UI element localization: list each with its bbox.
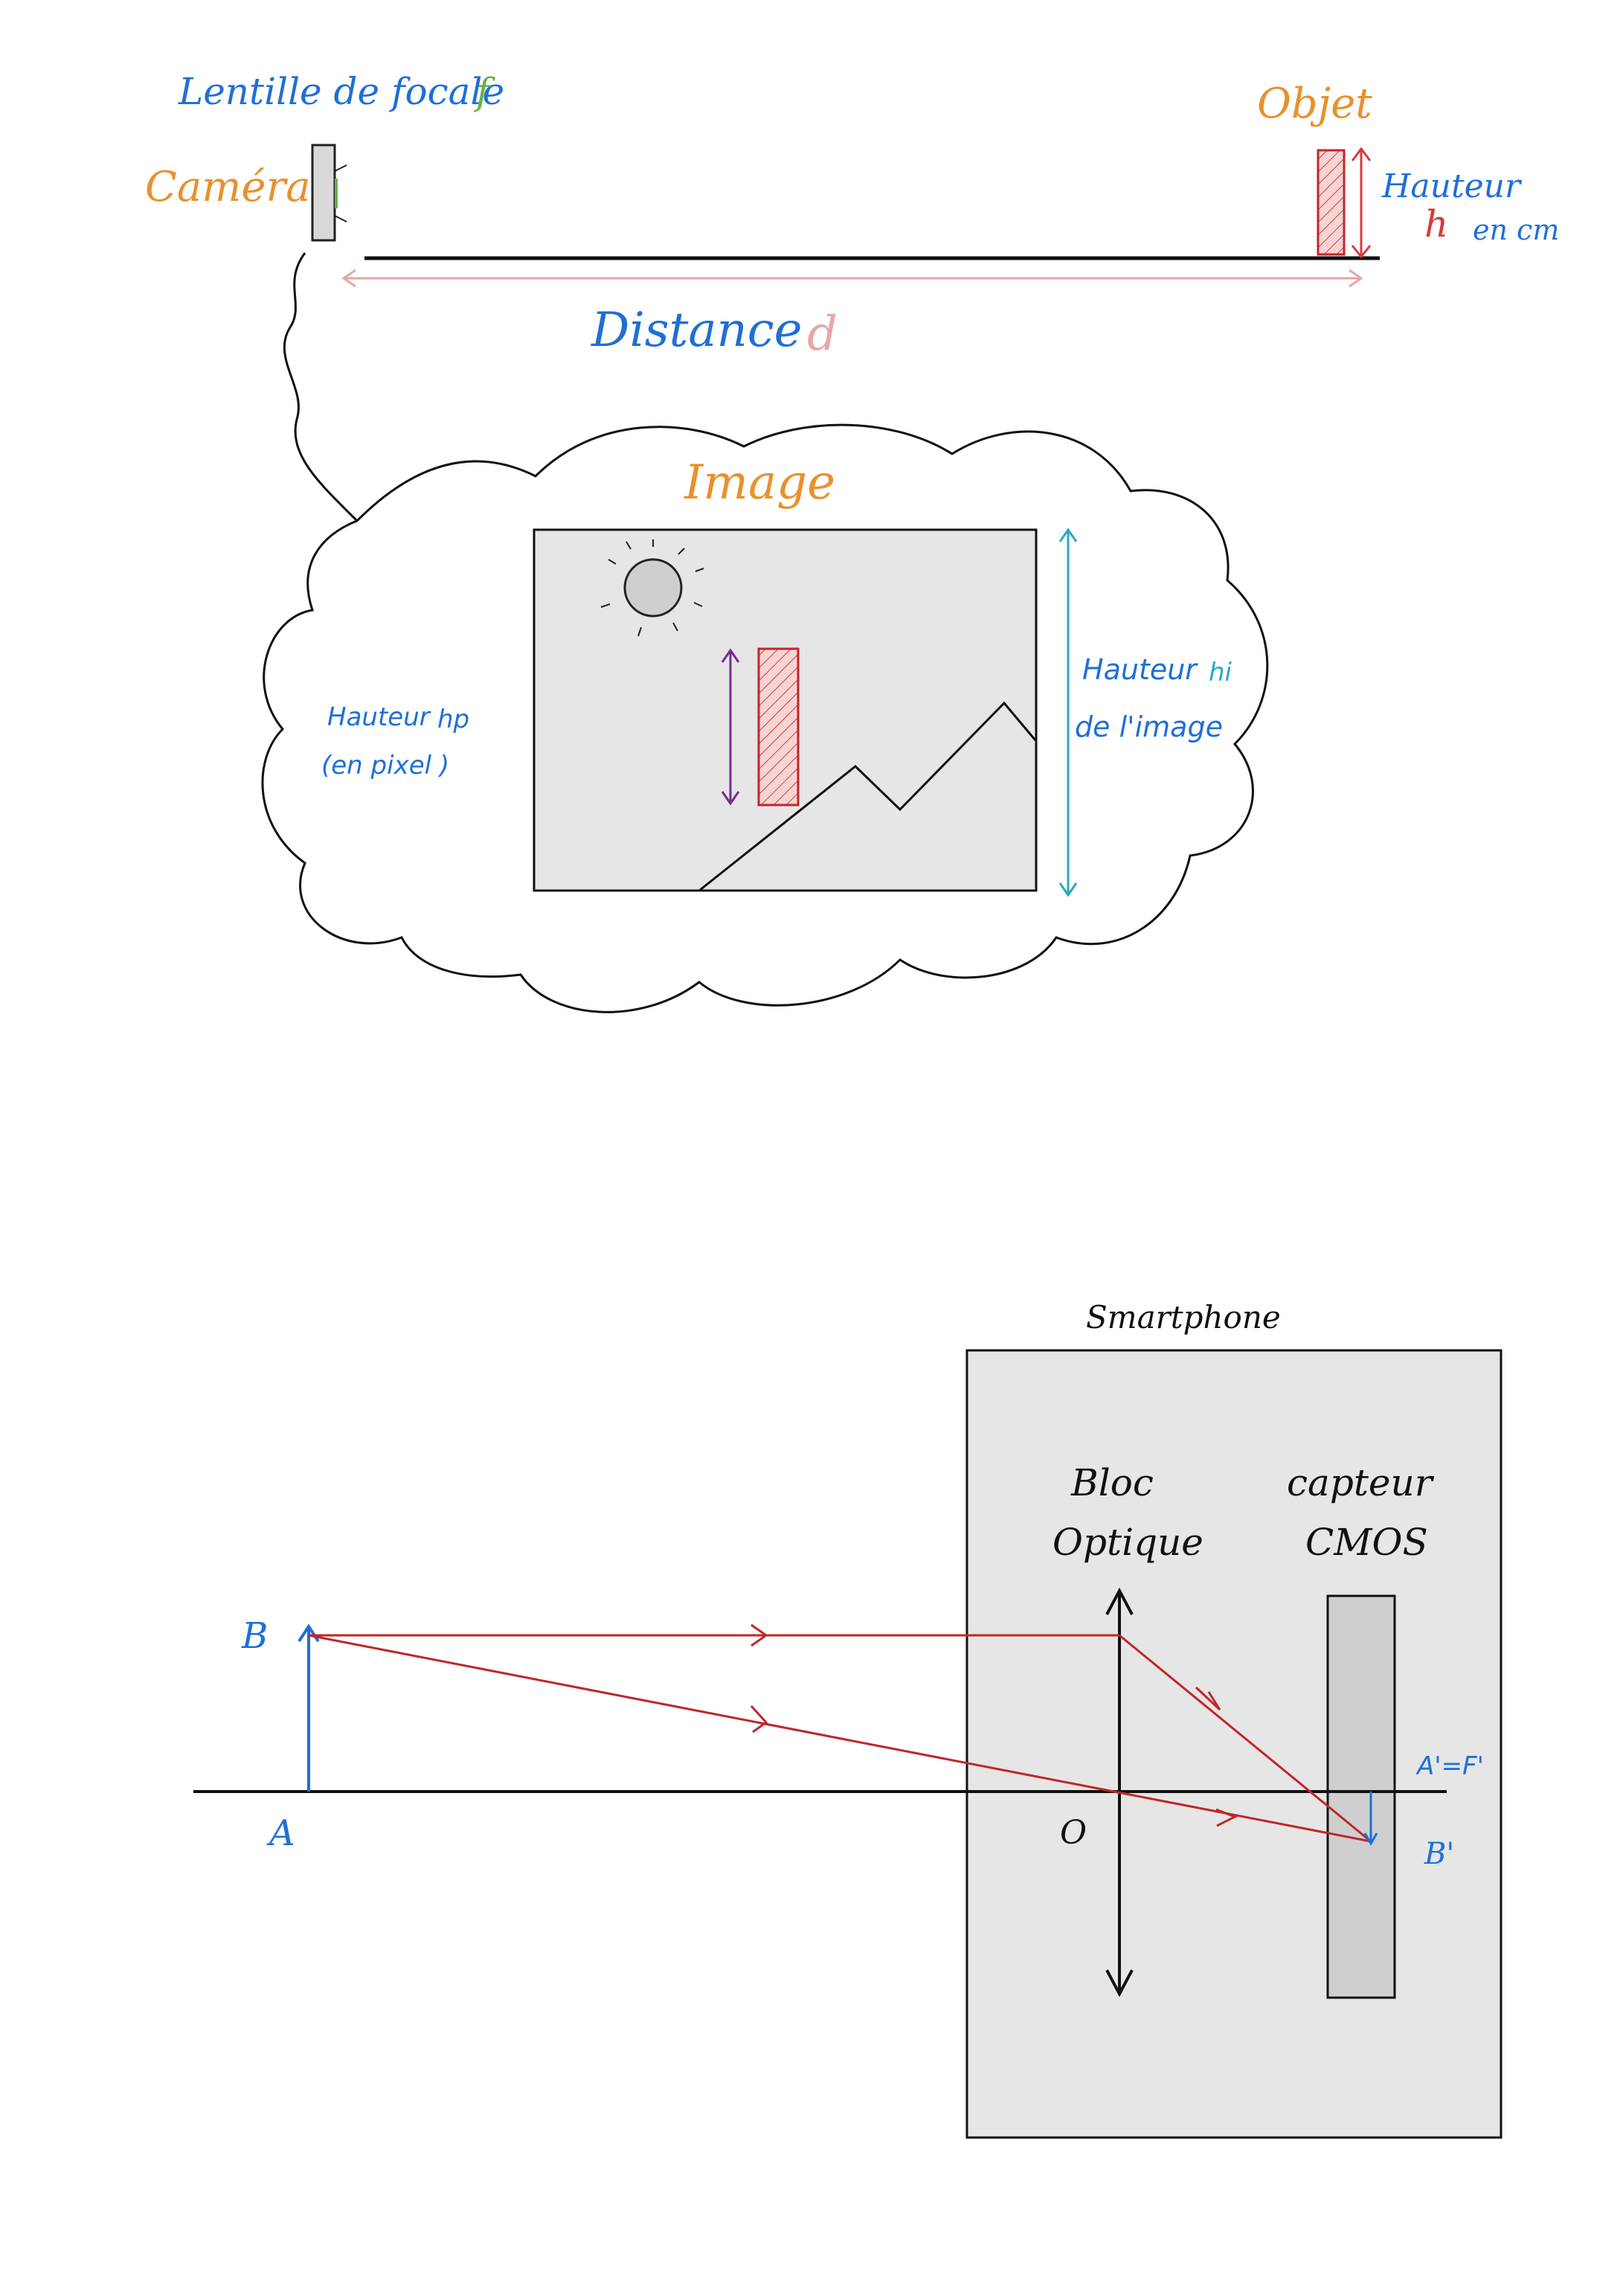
- point-B-label: B: [241, 1615, 268, 1657]
- sensor-label-line1: capteur: [1287, 1461, 1435, 1504]
- image-height-suffix: de l'image: [1075, 711, 1223, 743]
- light-rays: [308, 1623, 1372, 1843]
- optics-label-line2: Optique: [1052, 1521, 1203, 1564]
- image-height-symbol: hi: [1209, 658, 1232, 687]
- pixel-height-label: Hauteur: [327, 702, 431, 732]
- image-height-label: Hauteur: [1082, 653, 1198, 686]
- mountains: [698, 701, 1037, 892]
- optics-label-line1: Bloc: [1070, 1461, 1154, 1504]
- object-rect: [1317, 149, 1346, 256]
- camera-tick-bottom: [334, 215, 347, 222]
- image-thought-bubble: Image Hauteur hp (en pixel ): [261, 252, 1269, 1013]
- height-label: Hauteur: [1381, 167, 1523, 205]
- lens-label: Lentille de focale: [178, 70, 504, 113]
- height-unit: en cm: [1473, 214, 1559, 246]
- point-O-label: O: [1060, 1814, 1087, 1852]
- point-A-label: A: [266, 1812, 295, 1854]
- object-height-arrow: [1351, 147, 1372, 259]
- pixel-height-unit: (en pixel ): [321, 751, 449, 780]
- image-arrow-AB-prime: [1363, 1792, 1378, 1847]
- camera-body: [311, 144, 336, 242]
- point-A-prime-label: A'=F': [1415, 1751, 1484, 1781]
- point-B-prime-label: B': [1424, 1837, 1454, 1871]
- smartphone-body: [965, 1349, 1503, 2139]
- bubble-tail: [283, 252, 359, 522]
- height-symbol: h: [1424, 202, 1448, 246]
- pixel-height-arrow: [721, 648, 740, 806]
- bubble-title: Image: [684, 455, 835, 510]
- figure-camera-setup: Lentille de focale f Caméra Objet Hauteu…: [145, 70, 1559, 362]
- image-height-arrow: [1058, 527, 1078, 897]
- distance-arrow: [341, 269, 1363, 288]
- distance-label: Distance: [591, 303, 802, 358]
- cmos-sensor: [1326, 1594, 1396, 1999]
- sun-icon: [600, 539, 704, 637]
- bubble-outline: [261, 423, 1269, 1013]
- camera-label: Caméra: [145, 163, 311, 211]
- pixel-height-symbol: hp: [437, 705, 469, 734]
- object-arrow-AB: [298, 1623, 320, 1792]
- camera-tick-top: [334, 164, 347, 172]
- distance-symbol: d: [807, 307, 838, 362]
- sensor-label-line2: CMOS: [1305, 1521, 1428, 1564]
- smartphone-label: Smartphone: [1086, 1299, 1281, 1335]
- object-in-image: [757, 647, 800, 807]
- figure-ray-tracing: Smartphone Bloc Optique capteur CMOS B A…: [193, 1299, 1503, 2139]
- object-label: Objet: [1257, 80, 1372, 128]
